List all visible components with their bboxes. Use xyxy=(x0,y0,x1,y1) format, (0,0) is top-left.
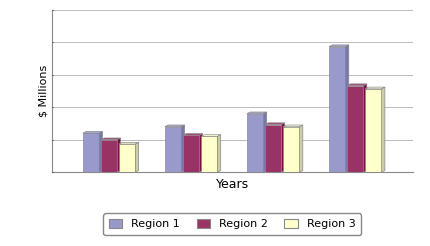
Polygon shape xyxy=(329,45,349,47)
Polygon shape xyxy=(283,125,303,127)
Polygon shape xyxy=(99,132,102,172)
Polygon shape xyxy=(300,125,303,172)
Polygon shape xyxy=(135,142,138,172)
Polygon shape xyxy=(365,87,385,89)
Polygon shape xyxy=(264,112,267,172)
Polygon shape xyxy=(165,125,184,127)
Polygon shape xyxy=(265,123,285,124)
Bar xyxy=(83,133,99,172)
Bar xyxy=(329,47,345,172)
Bar xyxy=(283,127,300,172)
Bar xyxy=(247,114,264,172)
Bar xyxy=(183,135,200,172)
Polygon shape xyxy=(345,45,349,172)
Legend: Region 1, Region 2, Region 3: Region 1, Region 2, Region 3 xyxy=(104,214,361,235)
Polygon shape xyxy=(83,132,102,133)
Polygon shape xyxy=(117,138,120,172)
Polygon shape xyxy=(282,123,285,172)
Polygon shape xyxy=(218,135,221,172)
Polygon shape xyxy=(381,87,385,172)
Polygon shape xyxy=(247,112,267,114)
Y-axis label: $ Millions: $ Millions xyxy=(39,65,49,117)
Polygon shape xyxy=(201,135,221,137)
Polygon shape xyxy=(363,84,367,172)
X-axis label: Years: Years xyxy=(215,178,249,191)
Polygon shape xyxy=(347,84,367,86)
Polygon shape xyxy=(101,138,120,140)
Bar xyxy=(101,140,117,172)
Bar xyxy=(347,86,363,172)
Polygon shape xyxy=(119,142,138,144)
Bar xyxy=(119,144,135,172)
Bar xyxy=(365,89,381,172)
Bar xyxy=(201,137,218,172)
Polygon shape xyxy=(181,125,184,172)
Bar xyxy=(265,124,282,172)
Polygon shape xyxy=(183,134,203,135)
Polygon shape xyxy=(200,134,203,172)
Bar xyxy=(165,127,181,172)
